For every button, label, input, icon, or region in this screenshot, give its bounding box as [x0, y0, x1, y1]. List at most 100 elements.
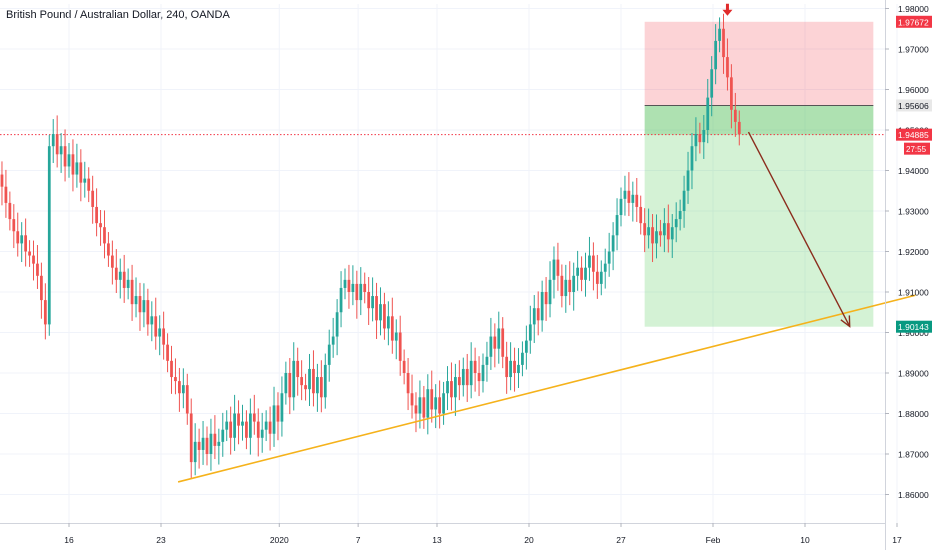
price-label-bg-2: [896, 128, 932, 141]
candle-body-154: [595, 271, 599, 284]
candle-body-183: [710, 69, 714, 98]
candle-body-86: [327, 344, 331, 365]
price-tick-label-2: 1.96000: [898, 85, 929, 95]
candle-body-56: [209, 433, 213, 454]
candle-body-173: [670, 227, 674, 240]
price-label-3: 1.90143: [898, 322, 929, 332]
candle-body-35: [126, 279, 130, 288]
candle-body-36: [130, 279, 134, 305]
candle-body-101: [386, 316, 390, 329]
candle-body-190: [737, 121, 741, 135]
time-tick-label-1: 23: [156, 535, 166, 545]
price-tick-label-4: 1.94000: [898, 166, 929, 176]
candle-body-71: [268, 421, 272, 434]
candle-body-4: [4, 186, 8, 203]
candle-body-94: [359, 283, 363, 301]
candle-body-168: [651, 227, 654, 244]
price-tick-label-12: 1.86000: [898, 490, 929, 500]
candle-body-121: [465, 368, 469, 386]
time-axis: 16 23 2020 7 13 20 27 Feb 10 17: [0, 523, 902, 545]
candle-body-21: [71, 154, 75, 175]
candle-body-8: [20, 235, 24, 244]
candle-body-166: [643, 223, 647, 236]
candle-body-181: [702, 130, 706, 143]
candle-body-187: [726, 57, 729, 78]
candle-body-109: [418, 397, 422, 414]
candle-body-110: [422, 397, 426, 418]
candle-body-148: [572, 275, 576, 292]
candle-body-107: [410, 393, 414, 406]
candle-body-185: [718, 28, 721, 41]
candle-body-189: [733, 109, 737, 122]
candle-body-47: [174, 377, 177, 382]
candle-body-105: [402, 360, 406, 373]
time-tick-label-6: 27: [616, 535, 626, 545]
candle-body-45: [166, 344, 169, 361]
candle-body-64: [241, 421, 244, 426]
candle-body-75: [284, 373, 288, 394]
candle-body-37: [134, 296, 138, 305]
candle-body-54: [201, 437, 205, 450]
candle-body-177: [686, 170, 690, 191]
candle-body-155: [599, 271, 603, 284]
candle-body-169: [655, 231, 658, 244]
candle-body-147: [568, 279, 572, 292]
candle-body-7: [16, 231, 20, 244]
candle-body-52: [193, 441, 197, 463]
candle-body-178: [690, 146, 694, 171]
candle-body-180: [698, 134, 702, 143]
candle-body-69: [260, 429, 264, 438]
candle-body-184: [714, 40, 718, 70]
candle-body-157: [607, 251, 611, 264]
candle-body-172: [666, 223, 670, 240]
candle-body-65: [245, 421, 248, 438]
candle-body-31: [110, 255, 114, 268]
candle-body-16: [51, 134, 55, 147]
candle-body-165: [639, 206, 643, 224]
candle-body-135: [521, 352, 524, 365]
candle-body-77: [292, 360, 296, 398]
candle-body-179: [694, 134, 698, 147]
candle-body-80: [304, 385, 307, 390]
countdown-label: 27:55: [906, 145, 927, 154]
candle-body-137: [528, 324, 532, 341]
candle-body-90: [343, 279, 347, 288]
candle-body-163: [631, 194, 635, 203]
candle-body-27: [95, 206, 98, 224]
candle-body-67: [252, 413, 256, 422]
candle-body-70: [264, 421, 268, 430]
candle-body-9: [24, 235, 28, 252]
price-tick-label-5: 1.93000: [898, 207, 929, 217]
price-label-1: 1.95606: [898, 101, 929, 111]
open-pnl-zone: [644, 105, 874, 135]
candle-body-145: [560, 275, 564, 297]
candle-body-74: [280, 393, 284, 422]
candle-body-18: [59, 146, 63, 155]
short-position-tool: [0, 21, 885, 327]
candle-body-19: [63, 146, 67, 167]
candle-body-50: [185, 385, 189, 414]
candle-body-117: [450, 381, 453, 398]
candle-body-89: [339, 287, 343, 313]
candle-body-144: [556, 259, 560, 276]
candle-body-111: [426, 389, 430, 418]
take-profit-zone: [644, 105, 874, 327]
candle-body-126: [485, 356, 489, 365]
candle-body-83: [316, 377, 319, 394]
grid: [0, 4, 898, 523]
candle-body-149: [576, 267, 580, 276]
projection-arrow-head: [840, 315, 851, 328]
candle-body-22: [75, 162, 79, 175]
candle-body-58: [217, 441, 221, 446]
candle-body-108: [414, 405, 418, 414]
candle-body-118: [454, 377, 457, 398]
candle-body-139: [536, 308, 540, 321]
candle-body-143: [552, 259, 556, 280]
candle-body-97: [371, 296, 374, 309]
candle-body-20: [67, 154, 71, 167]
candle-body-39: [142, 300, 146, 313]
candle-body-115: [442, 393, 445, 414]
price-label-bg-1: [896, 99, 932, 112]
candle-body-146: [564, 279, 568, 297]
